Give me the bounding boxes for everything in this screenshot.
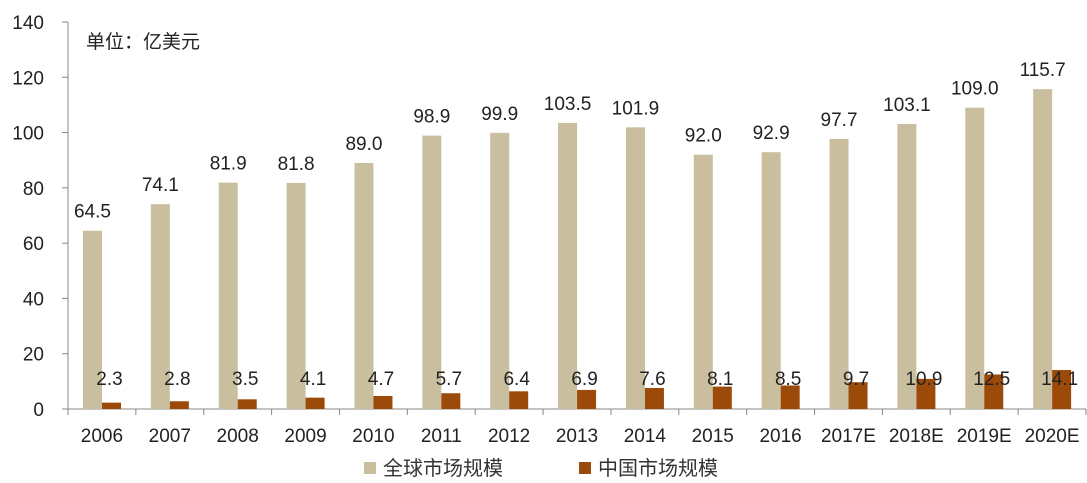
- bar-china: [644, 387, 664, 409]
- bar-china: [577, 389, 597, 409]
- bar-global: [897, 124, 917, 410]
- data-label-china: 6.4: [503, 369, 530, 390]
- bar-global: [490, 132, 510, 410]
- data-label-global: 81.9: [210, 154, 247, 175]
- bar-global: [965, 107, 985, 409]
- data-label-global: 99.9: [481, 104, 518, 125]
- y-tick-label: 20: [23, 345, 44, 366]
- legend-label-china: 中国市场规模: [598, 456, 718, 480]
- data-label-global: 89.0: [345, 134, 382, 155]
- data-label-china: 2.8: [164, 369, 190, 390]
- bar-global: [761, 152, 781, 409]
- x-tick-label: 2006: [81, 426, 123, 447]
- data-label-china: 8.1: [707, 369, 733, 390]
- data-label-china: 9.7: [843, 369, 869, 390]
- data-label-china: 10.9: [905, 369, 942, 390]
- data-label-global: 81.8: [278, 154, 315, 175]
- bar-global: [558, 122, 578, 410]
- bars: [83, 89, 1072, 410]
- bar-china: [780, 385, 800, 409]
- x-tick-label: 2015: [692, 426, 734, 447]
- bar-global: [83, 230, 102, 409]
- data-label-global: 97.7: [821, 110, 858, 131]
- x-tick-label: 2020E: [1025, 426, 1080, 447]
- bar-china: [102, 402, 121, 409]
- y-tick-label: 120: [12, 68, 44, 89]
- data-labels: 64.5 2.3 74.1 2.8 81.9 3.5 81.8 4.1 89.0 4.7 98.9 5…: [74, 60, 1078, 390]
- bar-china: [509, 391, 529, 409]
- x-tick-label: 2013: [556, 426, 598, 447]
- data-label-china: 8.5: [775, 369, 801, 390]
- bar-china: [373, 396, 393, 409]
- data-label-global: 115.7: [1020, 60, 1066, 81]
- data-label-global: 103.1: [883, 95, 931, 116]
- x-tick-label: 2018E: [889, 426, 944, 447]
- x-tick-label: 2014: [624, 426, 667, 447]
- x-tick-label: 2010: [352, 426, 394, 447]
- x-tick-label: 2012: [488, 426, 530, 447]
- x-tick-label: 2007: [149, 426, 191, 447]
- data-label-global: 64.5: [74, 202, 111, 223]
- legend-label-global: 全球市场规模: [383, 456, 503, 480]
- data-label-global: 101.9: [612, 98, 660, 119]
- data-label-china: 2.3: [96, 369, 122, 390]
- x-tick-label: 2017E: [821, 426, 876, 447]
- bar-china: [305, 397, 325, 409]
- y-tick-label: 0: [33, 400, 44, 421]
- bar-china: [984, 374, 1004, 409]
- bar-global: [1033, 89, 1053, 409]
- data-label-china: 4.1: [300, 369, 326, 390]
- legend-swatch-global: [364, 462, 376, 474]
- legend: 全球市场规模 中国市场规模: [364, 456, 718, 480]
- legend-swatch-china: [579, 462, 591, 474]
- bar-global: [218, 182, 238, 409]
- unit-label: 单位：亿美元: [86, 31, 200, 53]
- x-tick-label: 2008: [217, 426, 259, 447]
- bar-china: [1052, 370, 1072, 409]
- y-tick-label: 140: [12, 13, 44, 34]
- axes: 0 20 40 60 80 100 120 140 2006 2007 2008 2009 2010 20…: [12, 13, 1087, 447]
- data-label-global: 92.9: [753, 123, 790, 144]
- data-label-global: 74.1: [142, 175, 179, 196]
- y-tick-label: 80: [23, 179, 44, 200]
- bar-global: [354, 162, 374, 409]
- bar-china: [169, 401, 189, 409]
- bar-global: [150, 204, 170, 409]
- data-label-china: 4.7: [368, 369, 394, 390]
- bar-china: [441, 393, 461, 409]
- bar-global: [422, 135, 442, 410]
- x-tick-label: 2016: [759, 426, 801, 447]
- data-label-china: 5.7: [436, 369, 462, 390]
- x-tick-label: 2019E: [957, 426, 1012, 447]
- data-label-china: 7.6: [639, 369, 665, 390]
- bar-china: [916, 378, 936, 409]
- y-tick-label: 60: [23, 234, 44, 255]
- data-label-china: 6.9: [571, 369, 597, 390]
- y-tick-label: 100: [12, 124, 44, 145]
- data-label-global: 92.0: [685, 126, 722, 147]
- bar-china: [848, 382, 868, 409]
- bar-china: [712, 386, 732, 409]
- y-tick-label: 40: [23, 289, 44, 310]
- bar-china: [237, 399, 257, 409]
- bar-global: [693, 154, 713, 409]
- data-label-global: 103.5: [544, 94, 592, 115]
- data-label-global: 98.9: [413, 107, 450, 128]
- x-tick-label: 2009: [284, 426, 326, 447]
- data-label-china: 12.5: [973, 369, 1010, 390]
- data-label-global: 109.0: [951, 79, 999, 100]
- bar-global: [286, 182, 306, 409]
- data-label-china: 14.1: [1041, 369, 1078, 390]
- x-tick-label: 2011: [421, 426, 462, 447]
- bar-global: [829, 138, 849, 409]
- bar-global: [625, 127, 645, 410]
- data-label-china: 3.5: [232, 369, 258, 390]
